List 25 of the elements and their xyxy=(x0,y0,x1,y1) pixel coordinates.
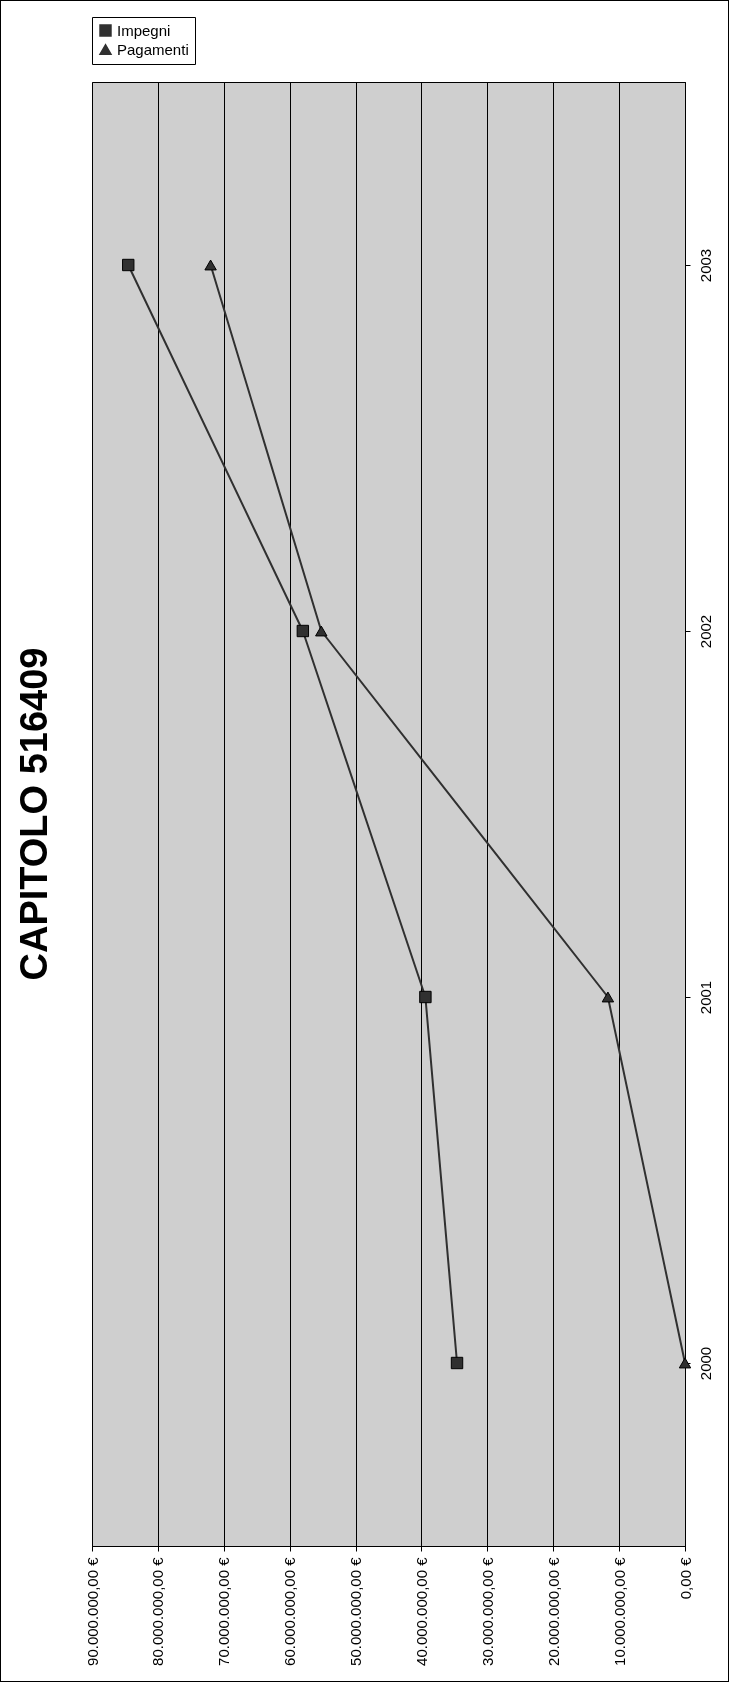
x-tick-label: 30.000.000,00 € xyxy=(478,1556,496,1666)
point xyxy=(678,1357,692,1369)
x-tick-label: 60.000.000,00 € xyxy=(281,1556,299,1666)
point xyxy=(122,258,135,272)
point xyxy=(419,990,432,1004)
text: CAPITOLO 516409 xyxy=(13,647,55,981)
point xyxy=(601,991,615,1003)
x-tick-label: 40.000.000,00 € xyxy=(412,1556,430,1666)
legend-label: Pagamenti xyxy=(117,40,189,58)
legend-label: Impegni xyxy=(117,21,171,39)
y-tick-label: 2002 xyxy=(696,614,714,649)
y-tick-label: 2000 xyxy=(696,1346,714,1381)
y-tick-label: 2003 xyxy=(696,248,714,283)
point xyxy=(296,624,310,638)
point xyxy=(315,625,328,637)
x-tick-label: 70.000.000,00 € xyxy=(215,1556,233,1666)
x-tick-label: 90.000.000,00 € xyxy=(83,1556,101,1666)
x-tick-label: 0,00 € xyxy=(676,1556,694,1600)
x-tick-label: 10.000.000,00 € xyxy=(610,1556,628,1666)
x-tick-label: 80.000.000,00 € xyxy=(149,1556,167,1666)
x-tick-label: 50.000.000,00 € xyxy=(347,1556,365,1666)
point xyxy=(204,259,217,271)
x-tick-label: 20.000.000,00 € xyxy=(544,1556,562,1666)
y-tick-label: 2001 xyxy=(696,980,714,1015)
point xyxy=(450,1356,464,1370)
